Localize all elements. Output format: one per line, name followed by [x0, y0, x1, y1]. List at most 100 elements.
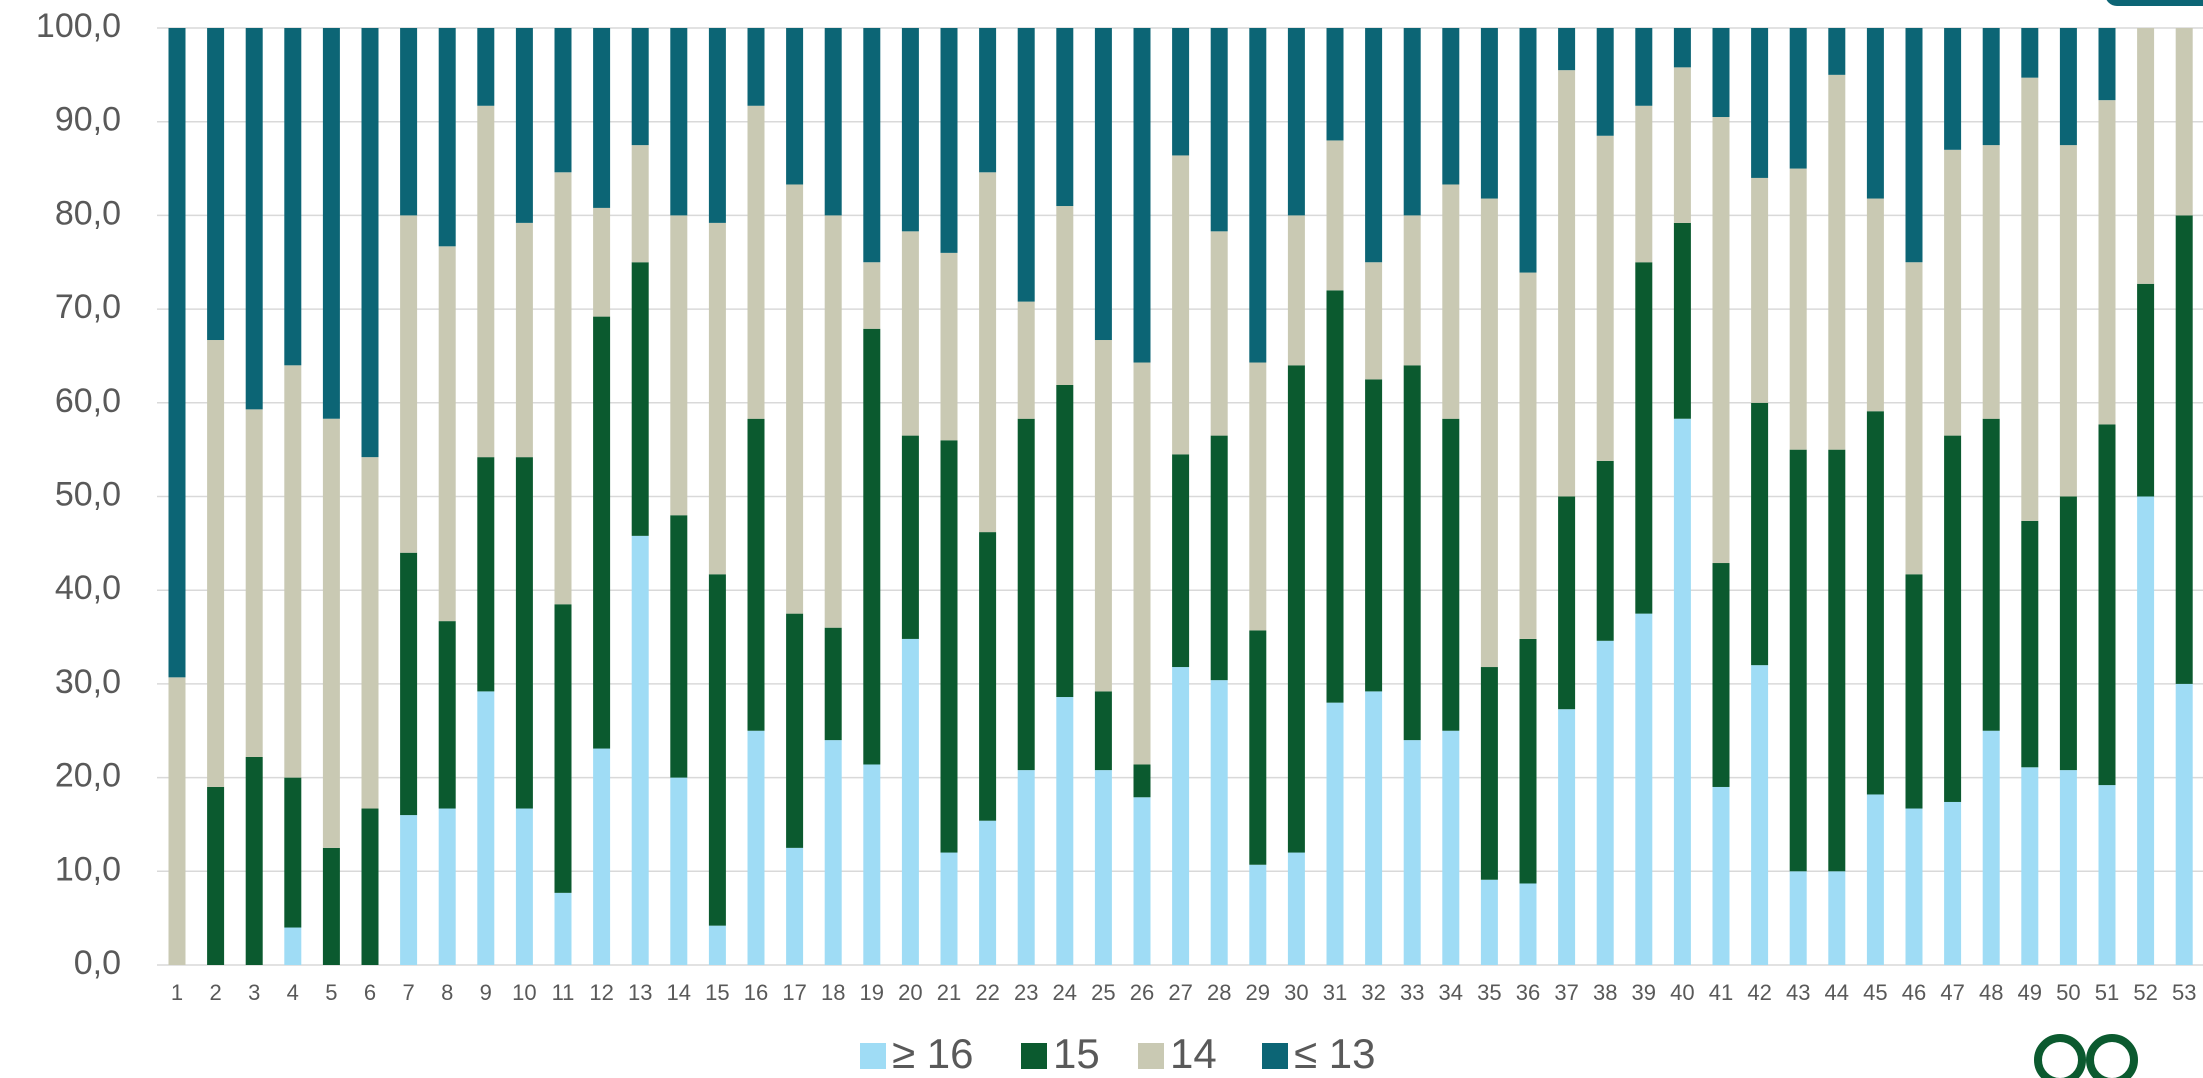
bar-segment: [322, 847, 340, 965]
bar-segment: [1751, 177, 1769, 403]
bar-segment: [824, 28, 842, 216]
x-tick-label: 5: [325, 980, 337, 1005]
bar-segment: [1828, 74, 1846, 450]
bar-segment: [670, 215, 688, 516]
bar-segment: [1982, 730, 2000, 965]
bar-segment: [477, 691, 495, 965]
bar-segment: [1712, 28, 1730, 118]
bar-segment: [1789, 449, 1807, 872]
x-tick-label: 38: [1593, 980, 1617, 1005]
bar-segment: [1558, 70, 1576, 497]
x-tick-label: 18: [821, 980, 845, 1005]
bar-segment: [670, 777, 688, 965]
bar-segment: [1094, 340, 1112, 692]
x-tick-label: 30: [1284, 980, 1308, 1005]
bar-segment: [1558, 709, 1576, 965]
bar-segment: [1403, 28, 1421, 216]
corner-decoration: [2106, 0, 2203, 6]
bar-segment: [863, 764, 881, 965]
bar-segment: [1287, 365, 1305, 853]
bar-segment: [2021, 520, 2039, 768]
bar-segment: [168, 28, 186, 678]
bar-segment: [1519, 883, 1537, 965]
x-tick-label: 29: [1246, 980, 1270, 1005]
bar-segment: [2098, 424, 2116, 786]
x-tick-label: 7: [402, 980, 414, 1005]
bar-segment: [786, 613, 804, 848]
bar-segment: [1017, 770, 1035, 965]
bar-segment: [863, 262, 881, 329]
x-tick-label: 19: [860, 980, 884, 1005]
x-tick-label: 3: [248, 980, 260, 1005]
bar-segment: [1287, 215, 1305, 366]
bar-segment: [284, 28, 302, 366]
bar-segment: [1751, 28, 1769, 178]
bar-segment: [2021, 77, 2039, 521]
x-tick-label: 23: [1014, 980, 1038, 1005]
bar-segment: [1172, 454, 1190, 668]
x-tick-label: 50: [2056, 980, 2080, 1005]
bar-segment: [1133, 28, 1151, 363]
bar-segment: [554, 892, 572, 965]
bar-segment: [438, 246, 456, 622]
bar-segment: [747, 418, 765, 731]
bar-segment: [979, 532, 997, 821]
bar-segment: [1403, 365, 1421, 741]
bar-segment: [207, 340, 225, 787]
bar-segment: [1905, 28, 1923, 263]
bar-segment: [901, 638, 919, 965]
bar-segment: [245, 409, 263, 757]
bar-segment: [1056, 28, 1074, 207]
bar-segment: [1056, 206, 1074, 385]
bar-segment: [322, 418, 340, 848]
x-tick-label: 24: [1053, 980, 1077, 1005]
y-tick-label: 0,0: [74, 944, 121, 982]
bar-segment: [400, 552, 418, 816]
bar-segment: [1982, 145, 2000, 419]
x-tick-label: 51: [2095, 980, 2119, 1005]
x-tick-label: 20: [898, 980, 922, 1005]
bar-segment: [1944, 801, 1962, 965]
bar-segment: [1866, 794, 1884, 965]
bar-segment: [554, 604, 572, 893]
bar-segment: [515, 808, 533, 965]
bar-segment: [1442, 28, 1460, 185]
bar-segment: [1866, 411, 1884, 795]
x-tick-label: 31: [1323, 980, 1347, 1005]
legend-label: ≤ 13: [1294, 1030, 1375, 1077]
bar-segment: [1094, 770, 1112, 965]
x-tick-label: 52: [2133, 980, 2157, 1005]
bar-segment: [1789, 28, 1807, 169]
x-tick-label: 13: [628, 980, 652, 1005]
bar-segment: [1094, 28, 1112, 341]
bar-segment: [2175, 215, 2193, 684]
bar-segment: [1596, 460, 1614, 641]
bar-segment: [786, 184, 804, 614]
bar-segment: [1944, 28, 1962, 150]
bar-segment: [207, 786, 225, 965]
bar-segment: [361, 457, 379, 809]
bar-segment: [1017, 301, 1035, 419]
x-tick-label: 39: [1632, 980, 1656, 1005]
x-tick-label: 47: [1940, 980, 1964, 1005]
bar-segment: [1249, 630, 1267, 865]
x-tick-label: 10: [512, 980, 536, 1005]
bar-segment: [1635, 613, 1653, 965]
x-tick-label: 9: [480, 980, 492, 1005]
bar-segment: [1326, 140, 1344, 291]
bar-segment: [1326, 28, 1344, 141]
bar-segment: [593, 28, 611, 208]
y-tick-label: 50,0: [55, 475, 121, 513]
bar-segment: [554, 28, 572, 173]
bar-segment: [2021, 767, 2039, 965]
bar-segment: [747, 28, 765, 106]
bar-segment: [1866, 28, 1884, 199]
bar-segment: [979, 28, 997, 173]
y-tick-label: 70,0: [55, 288, 121, 326]
bar-segment: [1712, 117, 1730, 564]
bar-segment: [979, 820, 997, 965]
bar-segment: [400, 815, 418, 965]
bar-segment: [1210, 28, 1228, 232]
x-tick-label: 14: [667, 980, 691, 1005]
